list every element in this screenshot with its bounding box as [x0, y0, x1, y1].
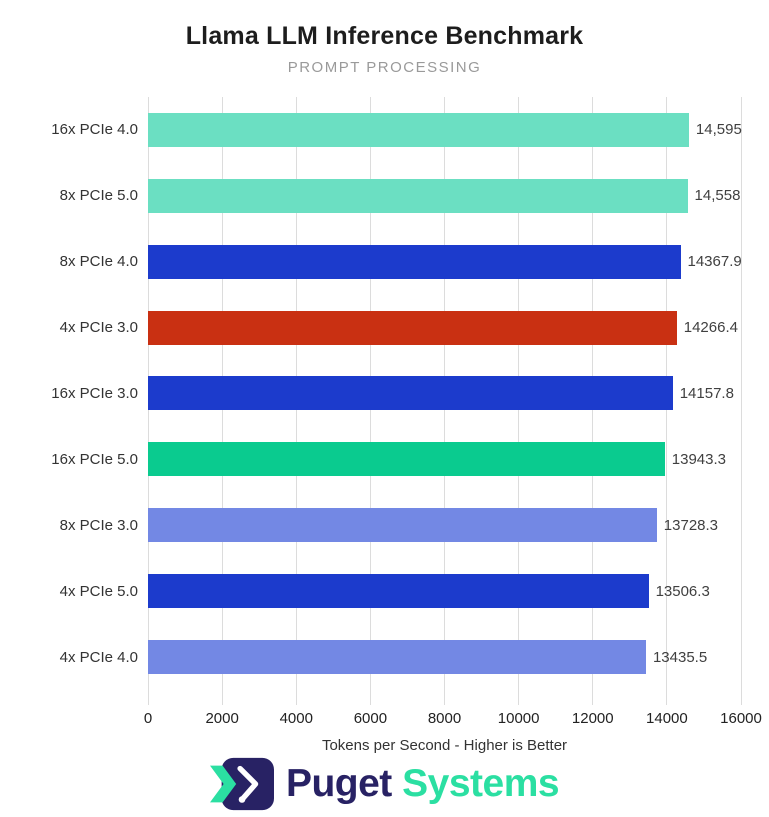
bar: [148, 640, 646, 675]
value-label: 13435.5: [652, 648, 708, 666]
category-label: 8x PCIe 5.0: [59, 187, 138, 205]
value-label: 13506.3: [655, 582, 710, 600]
bar-row: 8x PCIe 5.0 14,558: [0, 163, 769, 229]
bar-row: 8x PCIe 4.0 14367.9: [0, 229, 769, 295]
category-label: 4x PCIe 5.0: [59, 582, 138, 600]
bar-row: 16x PCIe 4.0 14,595: [0, 97, 769, 163]
bar: [148, 112, 689, 147]
x-tick-label: 4000: [279, 710, 313, 727]
puget-systems-logo-text: Puget Systems: [285, 762, 560, 806]
x-tick-label: 16000: [720, 710, 762, 727]
x-tick-label: 6000: [353, 710, 388, 727]
category-label: 8x PCIe 3.0: [59, 516, 138, 534]
value-label: 14266.4: [683, 319, 738, 337]
category-label: 16x PCIe 4.0: [51, 121, 138, 139]
category-label: 4x PCIe 4.0: [59, 648, 138, 666]
x-tick-label: 0: [143, 710, 153, 727]
x-tick-label: 8000: [427, 710, 462, 727]
bar: [148, 442, 665, 477]
value-label: 14157.8: [679, 384, 734, 402]
category-label: 8x PCIe 4.0: [59, 253, 138, 271]
bar: [148, 310, 677, 345]
value-label: 14,558: [694, 187, 741, 205]
bar-rows: 16x PCIe 4.0 14,595 8x PCIe 5.0 14,558 8x PC…: [0, 97, 769, 690]
bar-row: 4x PCIe 3.0 14266.4: [0, 295, 769, 361]
bar-row: 16x PCIe 5.0 13943.3: [0, 426, 769, 492]
puget-systems-logo-icon: [209, 757, 274, 811]
value-label: 13943.3: [671, 450, 726, 468]
bar-row: 4x PCIe 5.0 13506.3: [0, 558, 769, 624]
chart-title: Llama LLM Inference Benchmark: [185, 22, 584, 50]
x-axis-title: Tokens per Second - Higher is Better: [321, 737, 568, 754]
value-label: 13728.3: [663, 516, 719, 534]
x-tick-label: 10000: [497, 710, 540, 727]
x-tick-label: 14000: [646, 710, 688, 727]
value-label: 14,595: [695, 121, 742, 139]
footer-logo: Puget Systems: [0, 757, 769, 811]
x-tick-label: 2000: [205, 710, 239, 727]
chart-header: Llama LLM Inference Benchmark PROMPT PRO…: [0, 22, 769, 76]
chart-subtitle: PROMPT PROCESSING: [287, 59, 482, 76]
category-label: 16x PCIe 3.0: [51, 384, 138, 402]
bar: [148, 178, 688, 213]
logo-word-systems: Systems: [402, 762, 560, 805]
category-label: 16x PCIe 5.0: [51, 450, 138, 468]
value-label: 14367.9: [687, 253, 742, 271]
category-label: 4x PCIe 3.0: [59, 319, 138, 337]
x-axis-ticks: 0 2000 4000 6000 8000 10000 12000 14000 16000: [144, 710, 762, 730]
x-tick-label: 12000: [571, 710, 614, 727]
gridline: [740, 97, 742, 705]
bar: [148, 508, 657, 543]
bar-row: 16x PCIe 3.0 14157.8: [0, 361, 769, 427]
bar-row: 8x PCIe 3.0 13728.3: [0, 492, 769, 558]
logo-word-puget: Puget: [285, 762, 392, 805]
bar: [148, 376, 673, 411]
bar: [148, 244, 681, 279]
bar: [148, 574, 649, 609]
bar-row: 4x PCIe 4.0 13435.5: [0, 624, 769, 690]
